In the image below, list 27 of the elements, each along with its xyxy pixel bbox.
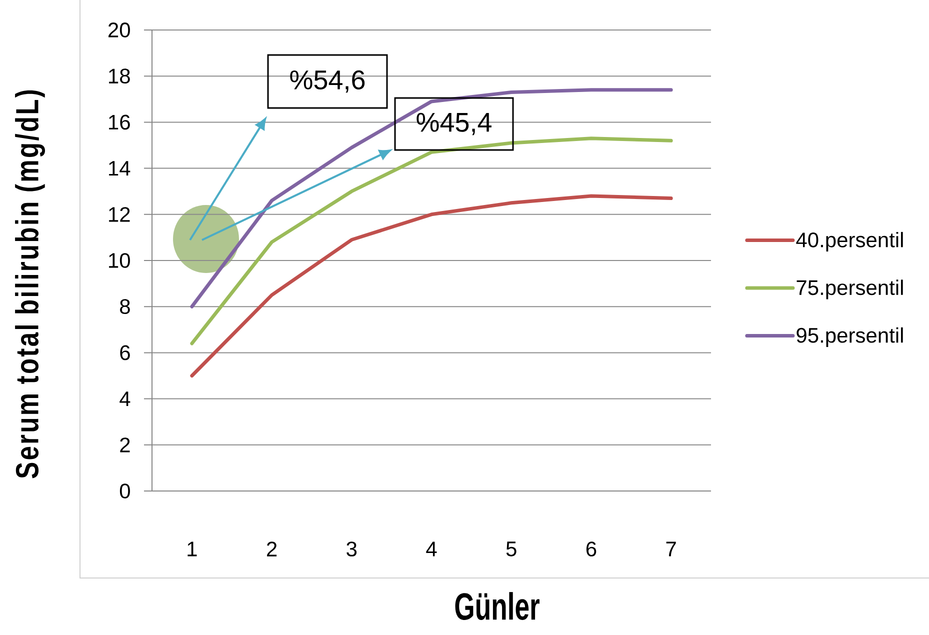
y-tick-label: 0 bbox=[120, 484, 130, 498]
x-tick-label: 7 bbox=[666, 542, 676, 556]
line-series bbox=[190, 194, 673, 378]
x-tick-label: 3 bbox=[346, 542, 357, 556]
legend-label: 40.persentil bbox=[796, 232, 903, 252]
x-tick-label: 5 bbox=[506, 542, 516, 556]
annotation: %45,4 bbox=[416, 112, 492, 136]
y-tick-label: 14 bbox=[109, 161, 130, 176]
y-tick-label: 20 bbox=[108, 22, 130, 38]
y-tick-label: 10 bbox=[109, 253, 130, 268]
x-tick-label: 2 bbox=[267, 542, 277, 556]
y-tick-label: 16 bbox=[109, 114, 130, 130]
y-axis-title: Serum total bilirubin (mg/dL) bbox=[15, 90, 46, 478]
x-axis-title: Günler bbox=[455, 592, 540, 620]
legend-label: 95.persentil bbox=[796, 327, 903, 347]
x-tick-label: 6 bbox=[586, 542, 596, 556]
y-tick-label: 6 bbox=[120, 345, 130, 360]
line-series bbox=[190, 136, 673, 346]
y-tick-label: 8 bbox=[120, 299, 130, 314]
legend-label: 75.persentil bbox=[796, 280, 903, 300]
annotation: %54,6 bbox=[290, 70, 365, 93]
y-tick-label: 2 bbox=[120, 438, 130, 452]
y-tick-label: 18 bbox=[109, 68, 130, 84]
x-tick-label: 4 bbox=[426, 542, 437, 556]
y-tick-label: 12 bbox=[109, 207, 130, 222]
x-tick-label: 1 bbox=[188, 542, 197, 556]
y-tick-label: 4 bbox=[120, 392, 130, 406]
